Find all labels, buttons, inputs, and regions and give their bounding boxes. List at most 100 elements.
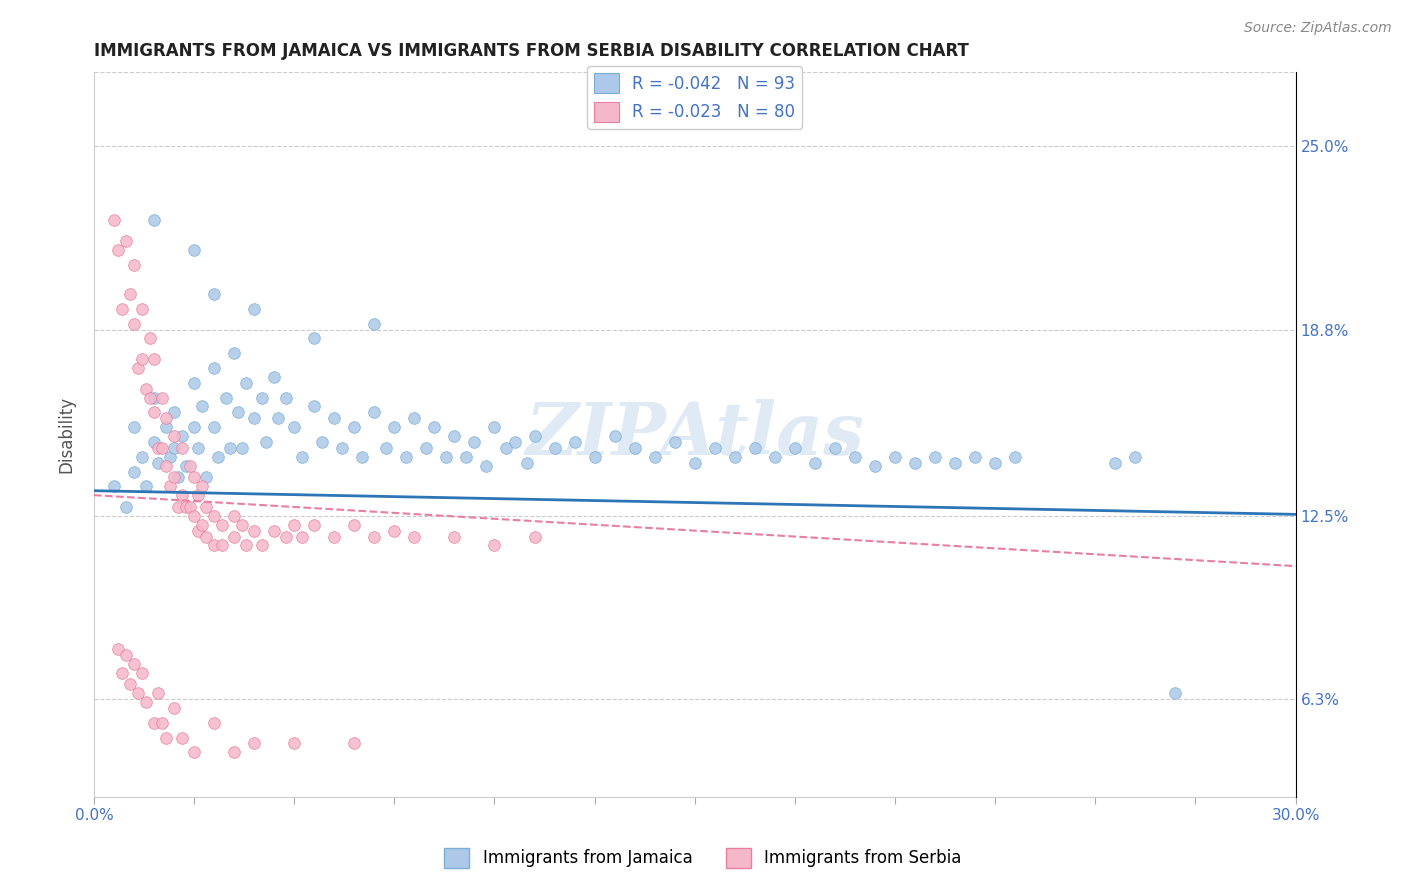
Point	[904, 456, 927, 470]
Point	[323, 529, 346, 543]
Point	[443, 429, 465, 443]
Point	[250, 538, 273, 552]
Point	[191, 517, 214, 532]
Point	[243, 301, 266, 316]
Point	[191, 479, 214, 493]
Point	[224, 529, 246, 543]
Point	[583, 450, 606, 464]
Point	[146, 456, 169, 470]
Point	[283, 420, 305, 434]
Point	[463, 434, 485, 449]
Point	[115, 500, 138, 514]
Point	[122, 258, 145, 272]
Point	[155, 420, 177, 434]
Legend: Immigrants from Jamaica, Immigrants from Serbia: Immigrants from Jamaica, Immigrants from…	[437, 841, 969, 875]
Point	[404, 529, 426, 543]
Point	[484, 420, 506, 434]
Point	[183, 243, 205, 257]
Point	[115, 648, 138, 662]
Point	[276, 391, 298, 405]
Point	[167, 470, 190, 484]
Point	[1104, 456, 1126, 470]
Point	[683, 456, 706, 470]
Point	[195, 500, 218, 514]
Point	[1004, 450, 1026, 464]
Point	[235, 538, 257, 552]
Point	[118, 287, 141, 301]
Point	[135, 695, 157, 709]
Point	[131, 665, 153, 680]
Point	[523, 529, 546, 543]
Point	[195, 529, 218, 543]
Point	[744, 441, 766, 455]
Point	[924, 450, 946, 464]
Point	[118, 677, 141, 691]
Point	[115, 234, 138, 248]
Point	[107, 243, 129, 257]
Point	[1164, 686, 1187, 700]
Point	[352, 450, 374, 464]
Point	[143, 391, 166, 405]
Point	[131, 450, 153, 464]
Point	[763, 450, 786, 464]
Point	[291, 529, 314, 543]
Point	[484, 538, 506, 552]
Text: IMMIGRANTS FROM JAMAICA VS IMMIGRANTS FROM SERBIA DISABILITY CORRELATION CHART: IMMIGRANTS FROM JAMAICA VS IMMIGRANTS FR…	[94, 42, 969, 60]
Point	[195, 470, 218, 484]
Point	[375, 441, 398, 455]
Point	[150, 715, 173, 730]
Point	[543, 441, 565, 455]
Point	[884, 450, 907, 464]
Point	[224, 346, 246, 360]
Point	[143, 352, 166, 367]
Point	[302, 517, 325, 532]
Point	[143, 213, 166, 227]
Point	[111, 665, 134, 680]
Point	[107, 641, 129, 656]
Point	[159, 479, 181, 493]
Point	[243, 411, 266, 425]
Point	[207, 450, 229, 464]
Point	[404, 411, 426, 425]
Point	[103, 479, 125, 493]
Point	[363, 529, 385, 543]
Point	[235, 376, 257, 390]
Point	[475, 458, 498, 473]
Point	[211, 538, 233, 552]
Point	[804, 456, 827, 470]
Point	[984, 456, 1007, 470]
Point	[155, 458, 177, 473]
Point	[183, 376, 205, 390]
Point	[139, 391, 162, 405]
Point	[170, 488, 193, 502]
Point	[211, 517, 233, 532]
Point	[122, 657, 145, 671]
Point	[155, 731, 177, 745]
Point	[226, 405, 249, 419]
Point	[254, 434, 277, 449]
Point	[250, 391, 273, 405]
Point	[183, 420, 205, 434]
Point	[202, 508, 225, 523]
Point	[202, 420, 225, 434]
Point	[603, 429, 626, 443]
Point	[143, 715, 166, 730]
Point	[664, 434, 686, 449]
Point	[343, 420, 366, 434]
Point	[150, 391, 173, 405]
Point	[263, 524, 285, 538]
Point	[155, 411, 177, 425]
Point	[343, 736, 366, 750]
Point	[395, 450, 418, 464]
Point	[174, 500, 197, 514]
Point	[231, 441, 253, 455]
Point	[503, 434, 526, 449]
Point	[302, 400, 325, 414]
Point	[436, 450, 458, 464]
Point	[183, 470, 205, 484]
Point	[167, 500, 190, 514]
Point	[202, 715, 225, 730]
Point	[135, 479, 157, 493]
Point	[131, 301, 153, 316]
Point	[363, 317, 385, 331]
